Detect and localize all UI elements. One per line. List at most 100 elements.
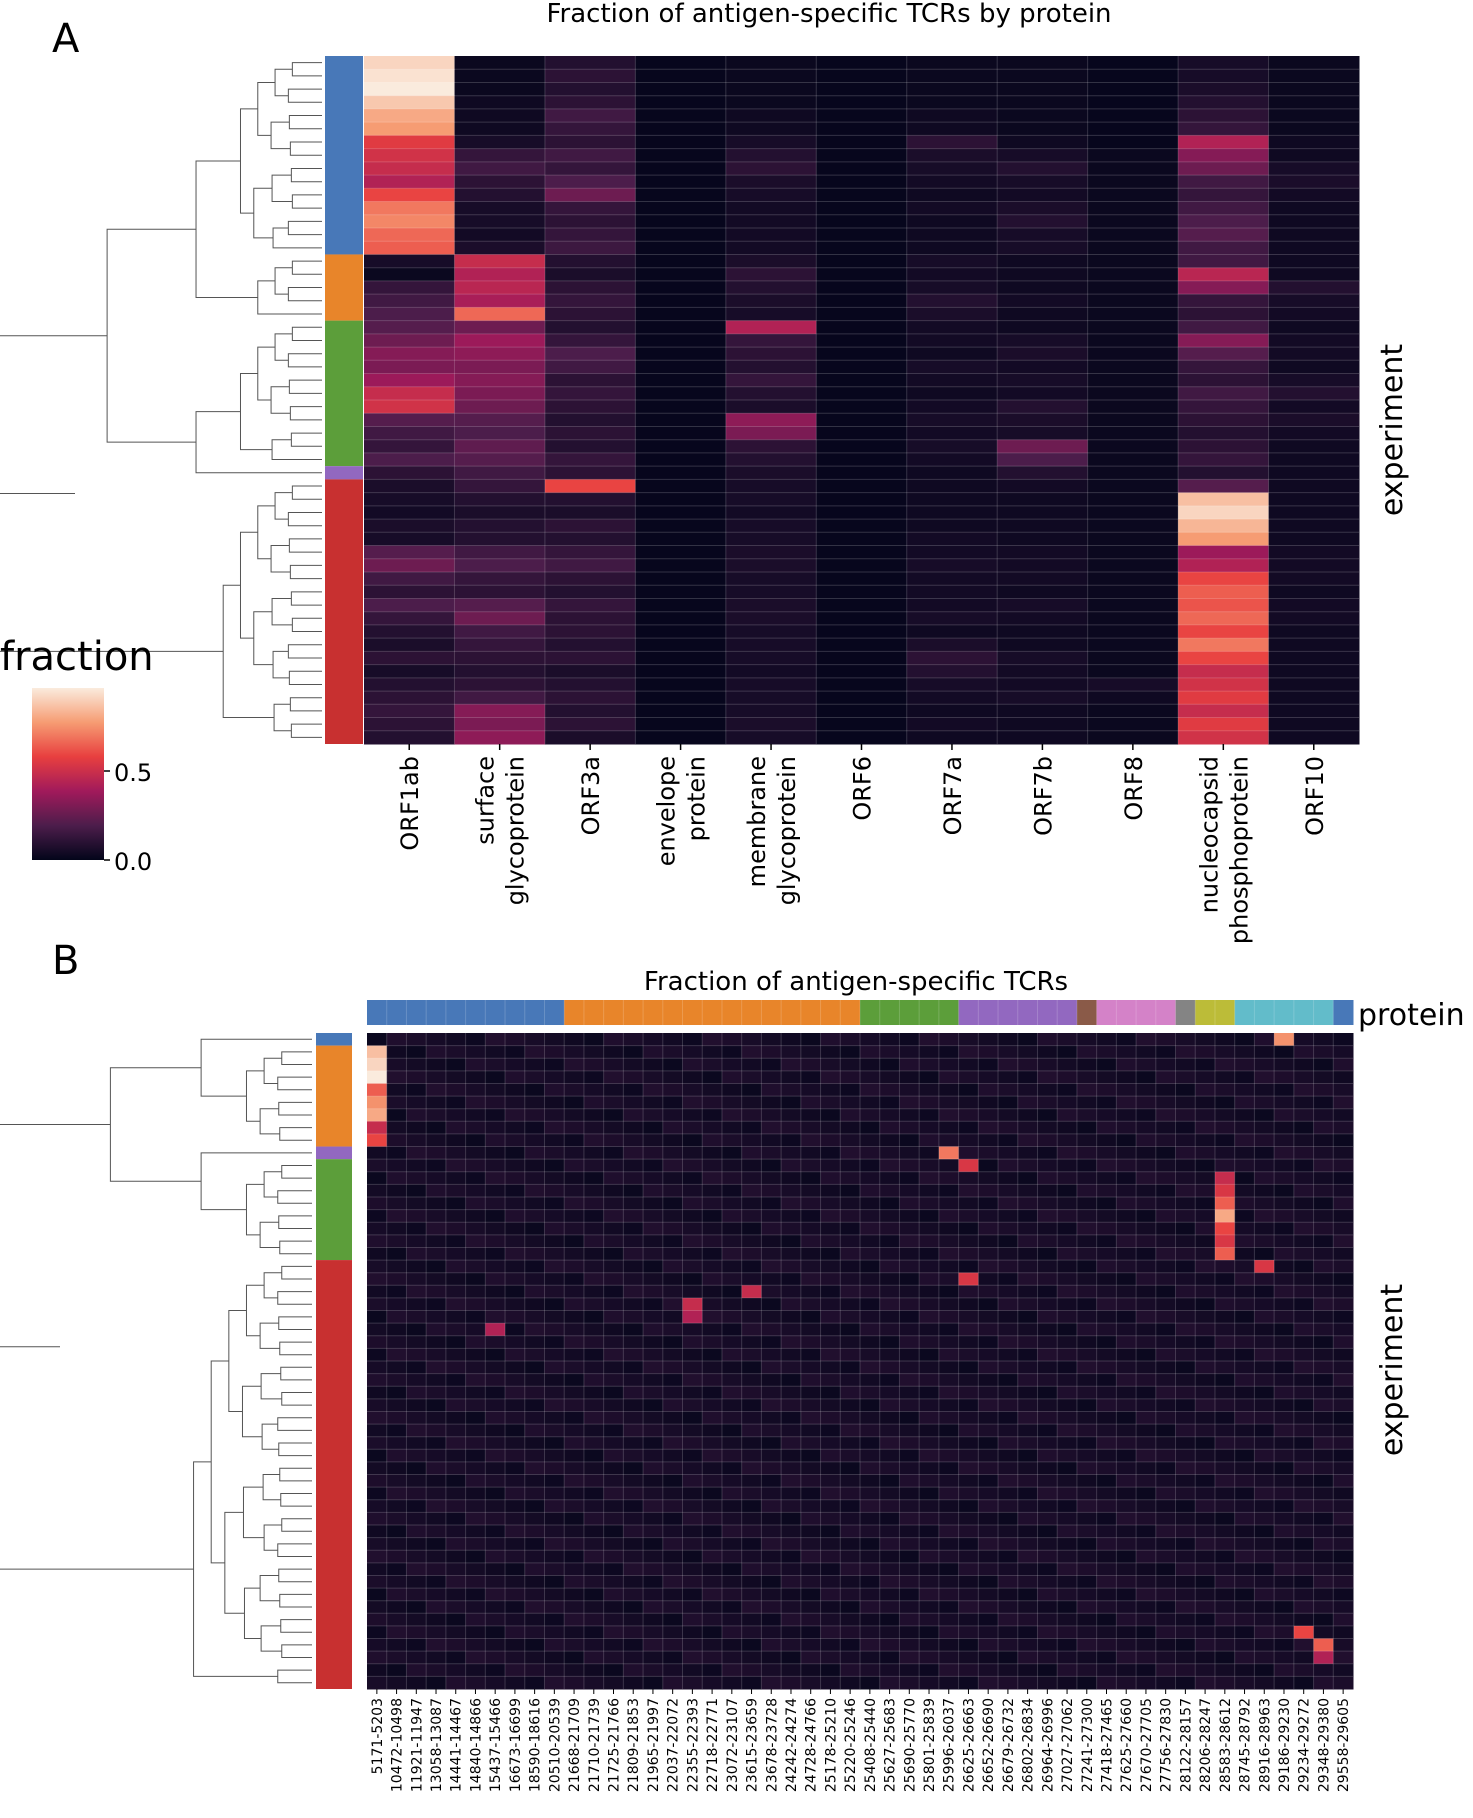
heatmap-cell xyxy=(603,1335,624,1349)
heatmap-cell xyxy=(781,1461,802,1476)
heatmap-cell xyxy=(544,1272,565,1286)
heatmap-cell xyxy=(623,1070,644,1084)
heatmap-cell xyxy=(781,1436,802,1450)
heatmap-cell xyxy=(364,267,455,282)
heatmap-cell xyxy=(454,400,546,414)
heatmap-cell xyxy=(1096,1133,1117,1148)
heatmap-cell xyxy=(426,1209,447,1223)
heatmap-cell xyxy=(1116,1625,1137,1640)
heatmap-cell xyxy=(1096,1588,1117,1602)
heatmap-cell xyxy=(1268,347,1360,361)
heatmap-cell xyxy=(1234,1449,1255,1463)
heatmap-cell xyxy=(899,1285,920,1299)
dendrogram-link xyxy=(274,267,293,295)
heatmap-cell xyxy=(721,1310,743,1324)
heatmap-cell xyxy=(1268,717,1360,732)
heatmap-cell xyxy=(454,241,546,255)
heatmap-cell xyxy=(682,1461,703,1476)
heatmap-cell xyxy=(524,1146,545,1160)
heatmap-cell xyxy=(721,1588,743,1602)
heatmap-cell xyxy=(1274,1209,1295,1223)
heatmap-cell xyxy=(1076,1070,1098,1084)
heatmap-cell xyxy=(454,373,546,388)
heatmap-cell xyxy=(1234,1108,1255,1122)
heatmap-cell xyxy=(524,1348,545,1362)
heatmap-cell xyxy=(445,1625,467,1640)
heatmap-cell xyxy=(998,1335,1019,1349)
chart-a-heatmap xyxy=(364,56,1360,745)
x-tick-label: 25627-25683 xyxy=(883,1698,899,1792)
heatmap-cell xyxy=(1087,108,1179,123)
heatmap-cell xyxy=(997,545,1089,560)
heatmap-cell xyxy=(800,1070,822,1084)
heatmap-cell xyxy=(725,386,817,401)
heatmap-cell xyxy=(781,1512,802,1526)
heatmap-cell xyxy=(485,1033,506,1047)
heatmap-cell xyxy=(485,1386,506,1400)
heatmap-cell xyxy=(426,1323,447,1337)
heatmap-cell xyxy=(465,1272,486,1286)
heatmap-cell xyxy=(544,1638,565,1652)
heatmap-cell xyxy=(564,1260,585,1274)
heatmap-cell xyxy=(386,1386,407,1400)
heatmap-cell xyxy=(899,1108,920,1122)
heatmap-cell xyxy=(1214,1625,1236,1640)
heatmap-cell xyxy=(1313,1033,1334,1047)
heatmap-cell xyxy=(816,360,908,375)
dendrogram-link xyxy=(228,1310,247,1412)
heatmap-cell xyxy=(860,1108,881,1122)
heatmap-cell xyxy=(505,1613,526,1627)
heatmap-cell xyxy=(1234,1361,1255,1375)
heatmap-cell xyxy=(1136,1361,1157,1375)
heatmap-cell xyxy=(1136,1386,1157,1400)
heatmap-cell xyxy=(643,1386,664,1400)
heatmap-cell xyxy=(1234,1537,1255,1551)
heatmap-cell xyxy=(906,717,998,732)
heatmap-cell xyxy=(1214,1588,1236,1602)
heatmap-cell xyxy=(505,1234,526,1248)
heatmap-cell xyxy=(682,1562,703,1576)
heatmap-cell xyxy=(1214,1045,1236,1059)
heatmap-cell xyxy=(635,558,727,573)
heatmap-cell xyxy=(879,1184,900,1198)
heatmap-cell xyxy=(583,1058,605,1072)
heatmap-cell xyxy=(1268,267,1360,282)
heatmap-cell xyxy=(906,466,998,480)
heatmap-cell xyxy=(583,1474,605,1488)
heatmap-cell xyxy=(820,1096,841,1110)
heatmap-cell xyxy=(1333,1184,1354,1198)
heatmap-cell xyxy=(702,1625,723,1640)
heatmap-cell xyxy=(741,1058,762,1072)
heatmap-cell xyxy=(485,1537,506,1551)
heatmap-cell xyxy=(725,95,817,110)
heatmap-cell xyxy=(998,1045,1019,1059)
heatmap-cell xyxy=(725,373,817,388)
heatmap-cell xyxy=(860,1600,881,1614)
heatmap-cell xyxy=(1076,1398,1098,1412)
heatmap-cell xyxy=(761,1499,782,1513)
heatmap-cell xyxy=(643,1676,664,1690)
heatmap-cell xyxy=(1293,1512,1315,1526)
heatmap-cell xyxy=(860,1133,881,1148)
heatmap-cell xyxy=(800,1487,822,1501)
heatmap-cell xyxy=(1333,1663,1354,1677)
dendrogram-link xyxy=(281,1265,312,1280)
heatmap-cell xyxy=(1057,1234,1078,1248)
heatmap-cell xyxy=(1293,1348,1315,1362)
heatmap-cell xyxy=(998,1348,1019,1362)
heatmap-cell xyxy=(1195,1651,1216,1665)
heatmap-cell xyxy=(564,1398,585,1412)
heatmap-cell xyxy=(1195,1285,1216,1299)
heatmap-cell xyxy=(1293,1197,1315,1211)
heatmap-cell xyxy=(997,505,1089,520)
heatmap-cell xyxy=(860,1209,881,1223)
heatmap-cell xyxy=(741,1575,762,1589)
heatmap-cell xyxy=(741,1398,762,1412)
heatmap-cell xyxy=(603,1550,624,1564)
heatmap-cell xyxy=(958,1373,979,1387)
heatmap-cell xyxy=(1155,1108,1177,1122)
heatmap-cell xyxy=(1313,1335,1334,1349)
heatmap-cell xyxy=(524,1234,545,1248)
heatmap-cell xyxy=(860,1033,881,1047)
heatmap-cell xyxy=(364,307,455,322)
